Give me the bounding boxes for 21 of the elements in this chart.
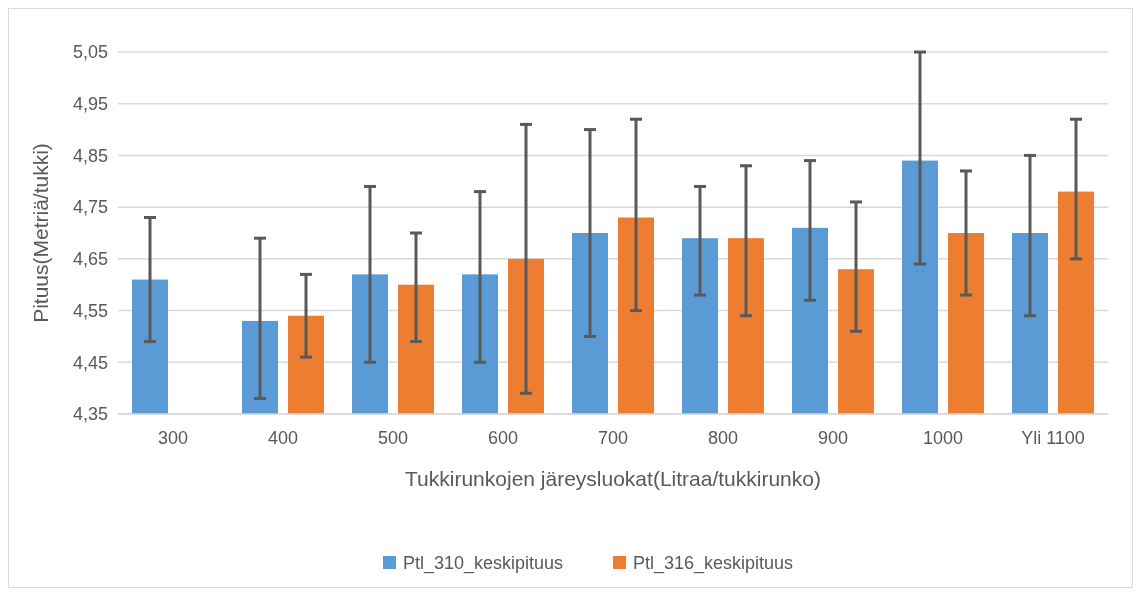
x-tick-label: 500	[377, 428, 409, 448]
y-tick-label: 4,65	[72, 249, 108, 270]
y-tick-label: 4,45	[72, 352, 108, 373]
x-axis-title: Tukkirunkojen järeysluokat(Litraa/tukkirunko)	[405, 467, 821, 490]
legend-label: Ptl_310_keskipituus	[403, 553, 564, 575]
x-tick-label: 400	[267, 428, 299, 448]
legend-label: Ptl_316_keskipituus	[633, 553, 794, 575]
y-tick-label: 4,55	[72, 300, 108, 321]
y-tick-label: 4,85	[72, 145, 108, 166]
x-tick-label: 1000	[922, 428, 964, 448]
x-tick-label: 300	[157, 428, 189, 448]
x-tick-label: 900	[817, 428, 849, 448]
y-axis-title: Pituus(Metriä/tukki)	[29, 143, 52, 323]
x-tick-label: 800	[707, 428, 739, 448]
x-tick-label: 700	[597, 428, 629, 448]
y-tick-label: 4,75	[72, 197, 108, 218]
y-tick-label: 4,95	[72, 94, 108, 115]
y-tick-label: 5,05	[72, 42, 108, 63]
x-tick-label: 600	[487, 428, 519, 448]
x-tick-label: Yli 1100	[1021, 428, 1085, 448]
y-tick-label: 4,35	[72, 404, 108, 425]
